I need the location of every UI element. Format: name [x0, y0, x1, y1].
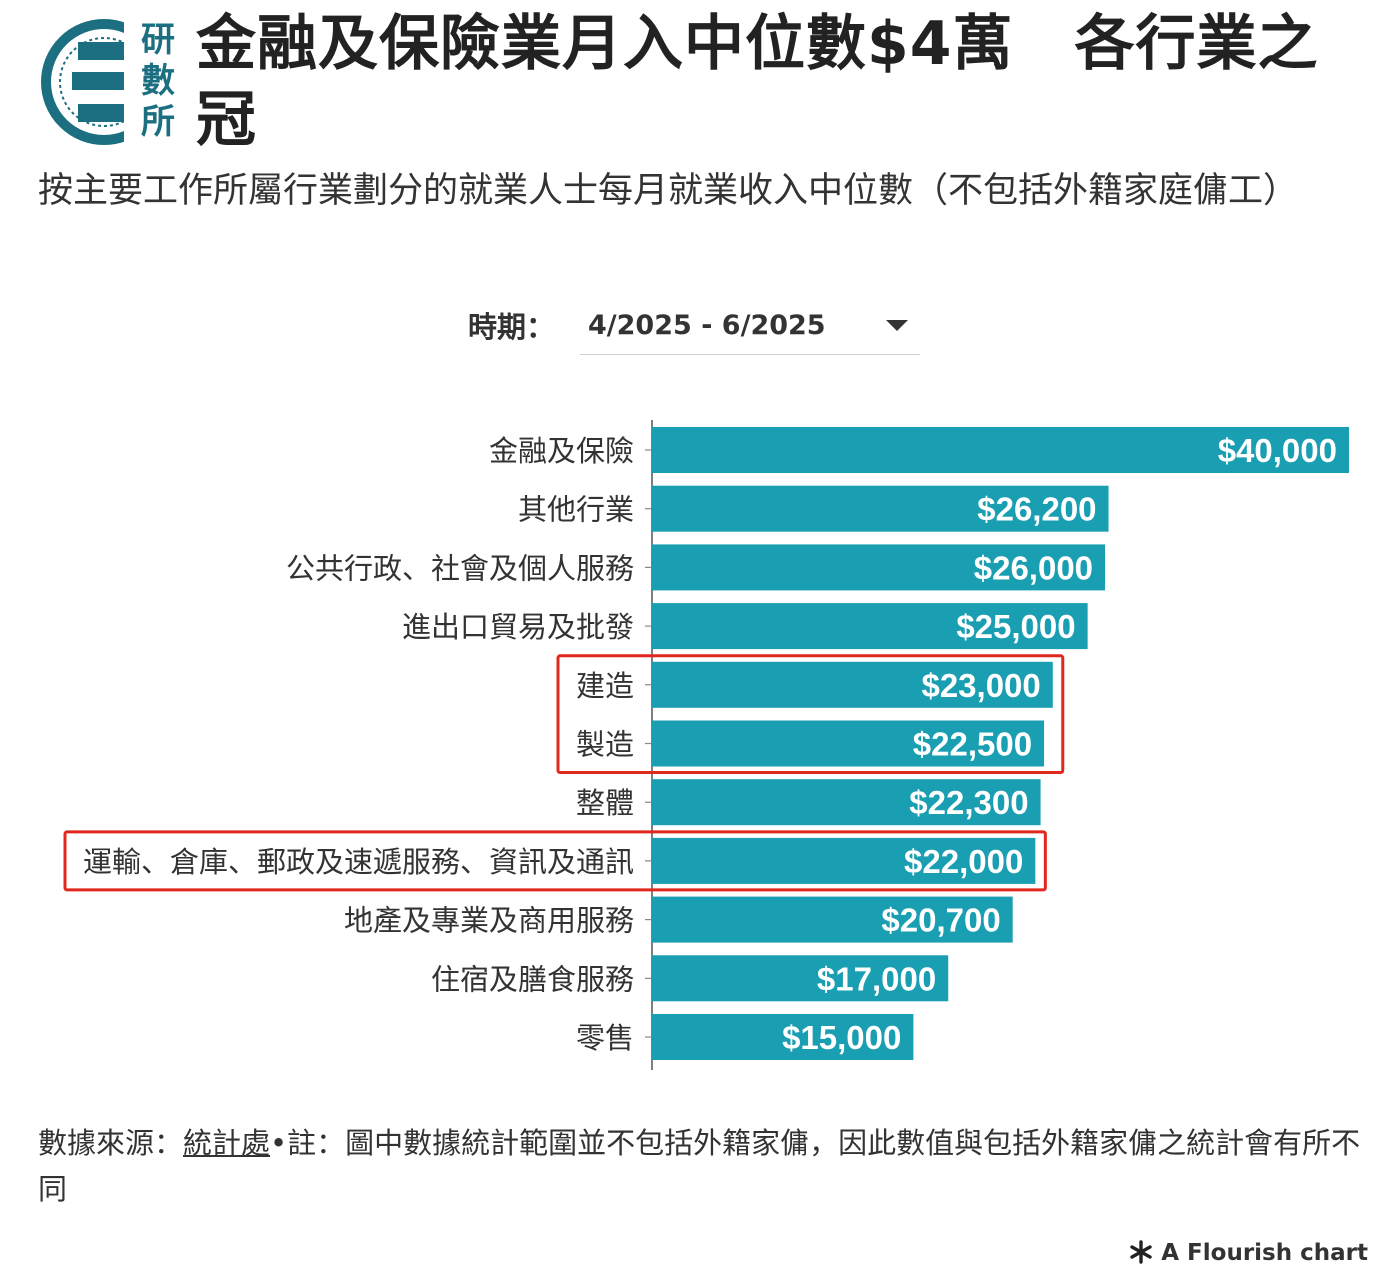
- category-label: 金融及保險: [489, 434, 634, 468]
- category-label: 整體: [576, 786, 634, 820]
- category-label: 建造: [576, 669, 634, 703]
- period-selected-value: 4/2025 - 6/2025: [588, 310, 826, 341]
- source-link[interactable]: 統計處: [183, 1126, 271, 1160]
- footnote: 數據來源：統計處•註：圖中數據統計範圍並不包括外籍家傭，因此數值與包括外籍家傭之…: [38, 1120, 1368, 1212]
- logo-emblem-icon: [41, 12, 178, 152]
- highlight-box: [556, 654, 1065, 774]
- logo-char: 所: [141, 102, 175, 142]
- chevron-down-icon: [886, 320, 908, 331]
- bar: [652, 603, 1088, 650]
- data-label: $26,000: [974, 549, 1093, 586]
- bar: [652, 1014, 914, 1060]
- bar: [652, 837, 1036, 884]
- source-label: 數據來源：: [38, 1126, 184, 1160]
- chart-subtitle: 按主要工作所屬行業劃分的就業人士每月就業收入中位數（不包括外籍家庭傭工）: [38, 171, 1299, 211]
- logo-char: 數: [141, 61, 175, 101]
- logo-wordmark: 研 數 所: [136, 20, 180, 143]
- category-label: 進出口貿易及批發: [402, 610, 634, 644]
- category-label: 運輸、倉庫、郵政及速遞服務、資訊及通訊: [83, 845, 634, 879]
- period-dropdown[interactable]: 4/2025 - 6/2025: [580, 300, 920, 355]
- asterisk-icon: [1130, 1240, 1152, 1264]
- data-label: $25,000: [956, 608, 1075, 645]
- data-label: $22,000: [904, 843, 1023, 880]
- bar: [652, 955, 949, 1002]
- data-label: $15,000: [782, 1019, 901, 1056]
- logo-char: 研: [141, 20, 175, 60]
- bar: [652, 896, 1013, 943]
- data-label: $20,700: [881, 902, 1000, 939]
- category-label: 製造: [576, 728, 634, 762]
- highlight-box: [63, 830, 1047, 892]
- data-label: $22,500: [913, 726, 1032, 763]
- bar-chart: 金融及保險 $40,000 其他行業 $26,200 公共行政、社會及個人服務 $26,0…: [63, 420, 1349, 1070]
- note-text: •註：圖中數據統計範圍並不包括外籍家傭，因此數值與包括外籍家傭之統計會有所不同: [38, 1126, 1361, 1206]
- bar: [652, 720, 1045, 767]
- chart-title: 金融及保險業月入中位數$4萬 各行業之冠: [196, 9, 1319, 155]
- credit-text: A Flourish chart: [1161, 1240, 1368, 1266]
- data-label: $26,200: [977, 491, 1096, 528]
- data-label: $22,300: [909, 784, 1028, 821]
- flourish-credit[interactable]: A Flourish chart: [1129, 1240, 1368, 1266]
- period-label: 時期：: [468, 310, 556, 344]
- bar: [652, 661, 1053, 708]
- bar: [652, 427, 1349, 473]
- bar: [652, 544, 1106, 591]
- logo: [38, 12, 178, 152]
- bar: [652, 485, 1109, 532]
- category-label: 零售: [576, 1021, 634, 1055]
- category-label: 公共行政、社會及個人服務: [286, 551, 634, 585]
- data-label: $40,000: [1218, 432, 1337, 469]
- bar: [652, 779, 1041, 826]
- category-label: 其他行業: [518, 493, 634, 527]
- category-label: 住宿及膳食服務: [431, 962, 634, 996]
- data-label: $23,000: [921, 667, 1040, 704]
- data-label: $17,000: [817, 960, 936, 997]
- category-label: 地產及專業及商用服務: [344, 904, 634, 938]
